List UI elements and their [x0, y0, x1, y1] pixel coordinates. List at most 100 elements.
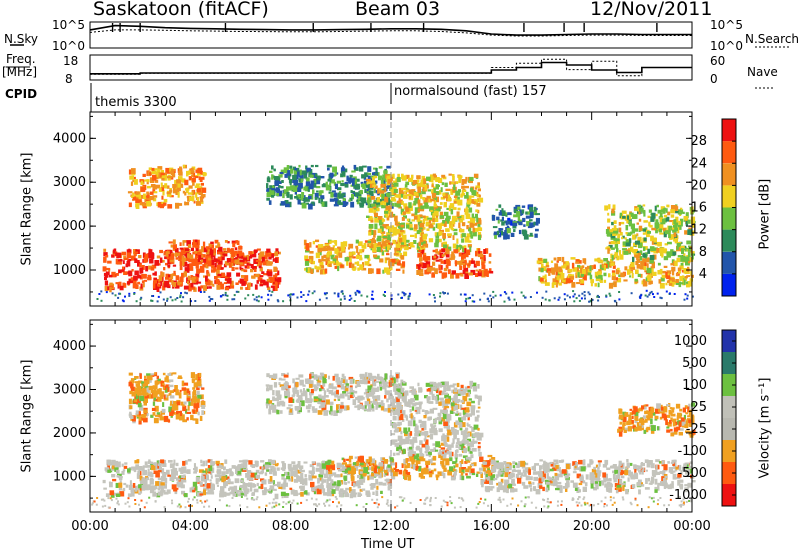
heatmap-cell — [390, 297, 393, 300]
heatmap-cell — [406, 218, 410, 222]
heatmap-cell — [250, 264, 254, 269]
heatmap-cell — [386, 398, 389, 403]
heatmap-cell — [226, 298, 229, 301]
heatmap-cell — [235, 290, 238, 293]
heatmap-cell — [266, 183, 269, 189]
heatmap-cell — [467, 385, 471, 389]
heatmap-cell — [317, 401, 322, 404]
heatmap-cell — [417, 179, 420, 183]
heatmap-cell — [401, 391, 405, 397]
heatmap-cell — [121, 269, 125, 272]
heatmap-cell — [107, 469, 111, 473]
heatmap-cell — [280, 378, 286, 381]
heatmap-cell — [312, 384, 317, 388]
heatmap-cell — [328, 261, 332, 267]
heatmap-cell — [382, 236, 387, 239]
heatmap-cell — [368, 229, 371, 232]
heatmap-cell — [163, 283, 168, 288]
heatmap-cell — [131, 173, 136, 176]
heatmap-cell — [143, 279, 148, 282]
heatmap-cell — [105, 493, 110, 497]
heatmap-cell — [180, 484, 185, 489]
heatmap-cell — [151, 264, 157, 269]
heatmap-cell — [320, 195, 325, 199]
heatmap-cell — [152, 188, 156, 193]
heatmap-cell — [238, 246, 243, 250]
heatmap-cell — [619, 212, 622, 217]
heatmap-cell — [674, 260, 678, 267]
heatmap-cell — [284, 381, 288, 385]
heatmap-cell — [426, 388, 431, 392]
heatmap-cell — [240, 463, 244, 469]
heatmap-cell — [263, 273, 268, 276]
heatmap-cell — [193, 172, 196, 178]
heatmap-cell — [290, 293, 292, 296]
heatmap-cell — [443, 202, 447, 208]
heatmap-cell — [136, 390, 142, 396]
heatmap-cell — [273, 278, 279, 282]
heatmap-cell — [444, 409, 448, 415]
heatmap-cell — [268, 400, 273, 404]
freq-axis-top: 18 — [63, 54, 79, 68]
heatmap-cell — [623, 279, 628, 282]
heatmap-cell — [352, 251, 356, 255]
heatmap-cell — [330, 255, 334, 260]
heatmap-cell — [430, 198, 435, 202]
heatmap-cell — [635, 250, 640, 254]
heatmap-cell — [393, 385, 396, 392]
heatmap-cell — [319, 372, 324, 375]
heatmap-cell — [437, 207, 441, 212]
heatmap-cell — [609, 294, 612, 297]
heatmap-cell — [231, 465, 236, 469]
heatmap-cell — [159, 463, 162, 469]
heatmap-cell — [340, 405, 344, 409]
heatmap-cell — [377, 235, 382, 241]
heatmap-cell — [674, 227, 678, 230]
heatmap-cell — [192, 481, 198, 487]
heatmap-cell — [464, 237, 470, 243]
heatmap-cell — [385, 390, 390, 395]
heatmap-cell — [432, 218, 435, 222]
heatmap-cell — [154, 462, 158, 466]
heatmap-cell — [162, 463, 167, 467]
heatmap-cell — [432, 294, 435, 296]
heatmap-cell — [309, 174, 314, 178]
heatmap-cell — [394, 412, 398, 416]
heatmap-cell — [189, 300, 192, 303]
heatmap-cell — [165, 167, 171, 174]
heatmap-cell — [172, 470, 177, 476]
heatmap-cell — [467, 244, 472, 248]
heatmap-cell — [414, 198, 419, 204]
heatmap-cell — [402, 380, 406, 384]
heatmap-cell — [228, 277, 232, 284]
heatmap-cell — [187, 198, 190, 202]
heatmap-cell — [384, 395, 387, 399]
heatmap-cell — [148, 167, 152, 171]
heatmap-cell — [659, 232, 664, 235]
heatmap-cell — [361, 244, 365, 249]
heatmap-cell — [199, 482, 203, 486]
heatmap-cell — [306, 202, 309, 205]
heatmap-cell — [279, 171, 284, 174]
heatmap-cell — [286, 186, 291, 191]
heatmap-cell — [437, 452, 443, 455]
heatmap-cell — [122, 487, 126, 492]
heatmap-cell — [667, 211, 671, 216]
heatmap-cell — [418, 214, 423, 218]
heatmap-cell — [338, 202, 343, 206]
heatmap-cell — [262, 261, 267, 266]
heatmap-cell — [238, 280, 241, 283]
heatmap-cell — [195, 418, 199, 424]
heatmap-cell — [663, 207, 666, 212]
heatmap-cell — [142, 281, 145, 288]
heatmap-cell — [415, 425, 419, 431]
heatmap-cell — [468, 240, 472, 243]
heatmap-cell — [350, 263, 355, 268]
heatmap-cell — [433, 210, 437, 215]
heatmap-cell — [636, 264, 640, 269]
heatmap-cell — [603, 264, 606, 271]
heatmap-cell — [368, 404, 373, 410]
heatmap-cell — [252, 293, 255, 296]
heatmap-cell — [407, 401, 413, 405]
heatmap-cell — [266, 197, 270, 201]
